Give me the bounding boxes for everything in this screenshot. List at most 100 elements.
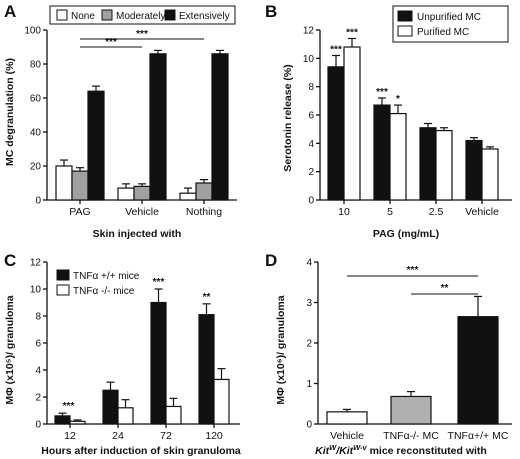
panel-d-ytick-label: 4 — [306, 258, 312, 269]
panel-a-legend-swatch — [101, 9, 113, 21]
panel-a-category-label: Vehicle — [125, 206, 159, 218]
panel-b-category-label: Vehicle — [465, 206, 499, 218]
panel-a-legend-label: Extensively — [179, 11, 230, 22]
panel-label-a: A — [4, 2, 16, 21]
panel-d-xlabel: KitW/KitW-v mice reconstituted with — [315, 443, 487, 458]
panel-b-category-label: 10 — [338, 206, 350, 218]
panel-a-bar — [179, 192, 197, 201]
panel-c-bar — [165, 405, 182, 425]
panel-b-significance-label: *** — [346, 28, 358, 39]
panel-a-xlabel: Skin injected with — [93, 228, 182, 240]
panel-c-bar — [102, 389, 119, 425]
panel-b-legend-label: Unpurified MC — [417, 12, 481, 23]
panel-label-b: B — [265, 2, 277, 21]
panel-d-ytick-label: 0 — [306, 420, 312, 431]
panel-a-significance-label: *** — [105, 37, 117, 48]
panel-c-ylabel: MΦ (x10⁵)/ granuloma — [4, 295, 16, 404]
panel-b-significance-label: * — [396, 94, 400, 105]
panel-b-category-label: 5 — [387, 206, 393, 218]
panel-a-legend — [49, 5, 236, 25]
panel-a-bar — [55, 165, 73, 201]
panel-b-category-label: 2.5 — [429, 206, 444, 218]
panel-a-legend-swatch — [164, 9, 176, 21]
panel-c-ytick-label: 2 — [35, 393, 41, 404]
panel-b-significance-label: *** — [330, 45, 342, 56]
panel-b-ytick-label: 6 — [308, 111, 314, 122]
panel-d-category-label: Vehicle — [330, 430, 364, 442]
panel-a-category-label: Nothing — [186, 206, 222, 218]
panel-b-legend-label: Purified MC — [417, 27, 469, 38]
panel-c-bar — [213, 378, 230, 425]
panel-b-xlabel: PAG (mg/mL) — [373, 228, 439, 240]
panel-b-ytick-label: 2 — [308, 167, 314, 178]
panel-b-bar — [435, 129, 453, 201]
panel-a-category-label: PAG — [69, 206, 90, 218]
panel-c-category-label: 120 — [205, 430, 223, 442]
panel-c-category-label: 72 — [160, 430, 172, 442]
panel-c-legend-swatch — [56, 284, 70, 296]
panel-a-legend-swatch — [56, 9, 68, 21]
panel-b-bar — [373, 104, 391, 201]
panel-c-bar — [69, 420, 86, 425]
panel-c-significance-label: *** — [153, 277, 165, 288]
panel-c-ytick-label: 10 — [30, 285, 42, 296]
panel-c-significance-label: *** — [63, 401, 75, 412]
panel-b-ylabel: Serotonin release (%) — [282, 64, 294, 171]
panel-c-category-label: 24 — [112, 430, 124, 442]
panel-d-ytick-label: 2 — [306, 339, 312, 350]
panel-d-ytick-label: 1 — [306, 379, 312, 390]
panel-c-ytick-label: 0 — [35, 420, 41, 431]
panel-a-bar — [87, 90, 105, 201]
panel-d-bar — [457, 316, 499, 425]
panel-d-significance-label: *** — [407, 265, 419, 276]
panel-b-ytick-label: 12 — [303, 26, 315, 37]
panel-a-ytick-label: 80 — [30, 60, 42, 71]
panel-d-category-label: TNFα-/- MC — [383, 430, 439, 442]
panel-c-category-label: 12 — [64, 430, 76, 442]
panel-d-significance-label: ** — [441, 283, 449, 294]
panel-c-ytick-label: 6 — [35, 339, 41, 350]
panel-a-ytick-label: 20 — [30, 162, 42, 173]
panel-a-significance-label: *** — [136, 29, 148, 40]
panel-b-ytick-label: 10 — [303, 54, 315, 65]
panel-b-bar — [327, 66, 345, 201]
panel-b-bar — [465, 139, 483, 201]
panel-b-ytick-label: 0 — [308, 196, 314, 207]
panel-b-bar — [389, 112, 407, 201]
panel-c-bar — [54, 415, 71, 425]
panel-d-bar — [390, 395, 432, 425]
panel-a-bar — [71, 170, 89, 201]
panel-a-bar — [149, 53, 167, 201]
panel-c-legend-label: TNFα -/- mice — [73, 286, 135, 297]
panel-b-bar — [343, 46, 361, 201]
panel-d-bar — [326, 411, 368, 425]
panel-label-d: D — [265, 251, 277, 270]
panel-a-ytick-label: 60 — [30, 94, 42, 105]
panel-a-legend-label: None — [71, 11, 95, 22]
panel-b-significance-label: *** — [376, 87, 388, 98]
panel-a-ylabel: MC degranulation (%) — [4, 58, 16, 166]
panel-b-ytick-label: 8 — [308, 82, 314, 93]
panel-b-bar — [481, 148, 499, 201]
panel-c-ytick-label: 8 — [35, 312, 41, 323]
panel-b-bar — [419, 127, 437, 201]
panel-d-ylabel: MΦ (x10⁶)/ granuloma — [275, 295, 287, 404]
panel-a-ytick-label: 40 — [30, 128, 42, 139]
panel-a-ytick-label: 100 — [24, 26, 41, 37]
panel-c-legend-swatch — [56, 269, 70, 281]
panel-c-ytick-label: 12 — [30, 258, 42, 269]
panel-a-bar — [211, 53, 229, 201]
panel-b-legend-swatch — [397, 25, 413, 37]
panel-a-bar — [133, 185, 151, 201]
panel-c-bar — [150, 301, 167, 425]
panel-c-significance-label: ** — [203, 292, 211, 303]
panel-d-category-label: TNFα+/+ MC — [448, 430, 509, 442]
panel-d-ytick-label: 3 — [306, 298, 312, 309]
panel-c-xlabel: Hours after induction of skin granuloma — [41, 445, 241, 457]
panel-a-legend-label: Moderately — [116, 11, 165, 22]
panel-c-ytick-label: 4 — [35, 366, 41, 377]
panel-label-c: C — [4, 251, 16, 270]
panel-c-legend-label: TNFα +/+ mice — [73, 271, 140, 282]
